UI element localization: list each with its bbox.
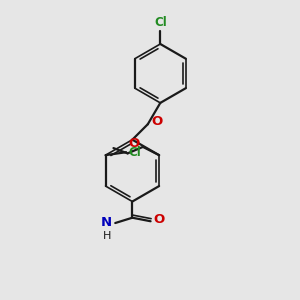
Text: O: O xyxy=(151,115,163,128)
Text: Cl: Cl xyxy=(154,16,167,29)
Text: N: N xyxy=(101,216,112,229)
Text: O: O xyxy=(129,137,140,151)
Text: O: O xyxy=(153,213,164,226)
Text: H: H xyxy=(103,231,111,241)
Text: Cl: Cl xyxy=(128,146,141,159)
